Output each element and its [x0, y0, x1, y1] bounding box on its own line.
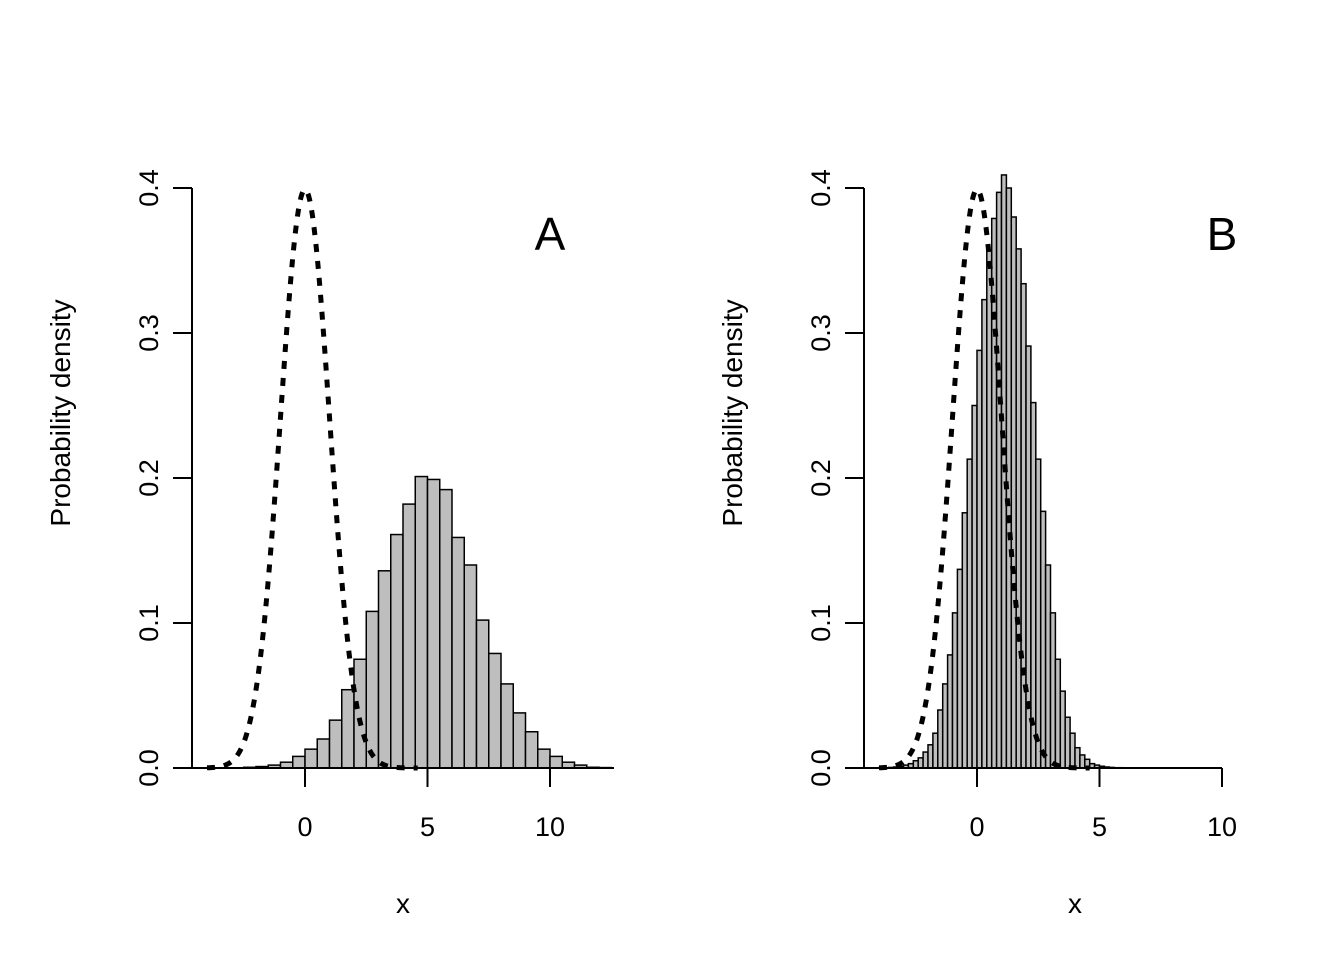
histogram-bar — [292, 755, 306, 769]
histogram-bar — [304, 748, 318, 769]
panel-b-y-axis-label: Probability density — [717, 299, 748, 526]
histogram-bar — [341, 688, 355, 769]
histogram-bar — [475, 619, 490, 769]
histogram-bar — [414, 475, 429, 769]
x-tick-label: 5 — [1092, 812, 1107, 842]
x-tick-label: 5 — [420, 812, 435, 842]
histogram-bar — [353, 658, 367, 769]
panel-a-histogram — [243, 475, 612, 769]
panel-b-histogram — [878, 174, 1125, 769]
panel-a-y-ticks: 0.0 0.1 0.2 0.3 0.4 — [134, 169, 192, 787]
panel-a: 0.0 0.1 0.2 0.3 0.4 0 5 10 A x Probability den… — [45, 169, 614, 919]
y-tick-label: 0.4 — [134, 169, 164, 207]
y-tick-label: 0.1 — [806, 604, 836, 642]
y-tick-label: 0.4 — [806, 169, 836, 207]
panel-b-density-curve — [878, 187, 1090, 771]
y-tick-label: 0.3 — [806, 314, 836, 352]
panel-b: 0.0 0.1 0.2 0.3 0.4 0 5 10 B x Probability den… — [717, 169, 1237, 919]
histogram-bar — [328, 719, 343, 769]
y-tick-label: 0.0 — [806, 749, 836, 787]
x-tick-label: 0 — [969, 812, 984, 842]
histogram-bar — [451, 536, 465, 769]
histogram-bar — [426, 478, 441, 769]
panel-b-x-axis-label: x — [1068, 888, 1082, 919]
y-tick-label: 0.0 — [134, 749, 164, 787]
panel-a-y-axis-label: Probability density — [45, 299, 76, 526]
panel-a-density-curve — [206, 187, 418, 771]
y-tick-label: 0.3 — [134, 314, 164, 352]
y-tick-label: 0.2 — [806, 459, 836, 497]
histogram-bar — [549, 755, 563, 769]
x-tick-label: 10 — [1207, 812, 1237, 842]
panel-a-x-ticks: 0 5 10 — [297, 768, 565, 842]
histogram-bar — [365, 610, 380, 769]
histogram-bar — [402, 503, 416, 769]
histogram-bar — [316, 738, 331, 769]
panel-b-y-ticks: 0.0 0.1 0.2 0.3 0.4 — [806, 169, 864, 787]
panel-b-label: B — [1207, 208, 1238, 260]
panel-a-label: A — [535, 208, 566, 260]
x-tick-label: 0 — [297, 812, 312, 842]
panel-b-x-ticks: 0 5 10 — [969, 768, 1237, 842]
x-tick-label: 10 — [535, 812, 565, 842]
histogram-bar — [537, 748, 551, 769]
y-tick-label: 0.1 — [134, 604, 164, 642]
panel-a-x-axis-label: x — [396, 888, 410, 919]
histogram-bar — [463, 564, 478, 769]
histogram-bar — [524, 731, 539, 769]
histogram-bar — [390, 533, 404, 769]
histogram-bar — [488, 652, 502, 769]
histogram-bar — [512, 712, 527, 769]
y-tick-label: 0.2 — [134, 459, 164, 497]
histogram-bar — [439, 488, 453, 769]
histogram-bar — [500, 683, 514, 769]
histogram-bar — [377, 570, 392, 769]
